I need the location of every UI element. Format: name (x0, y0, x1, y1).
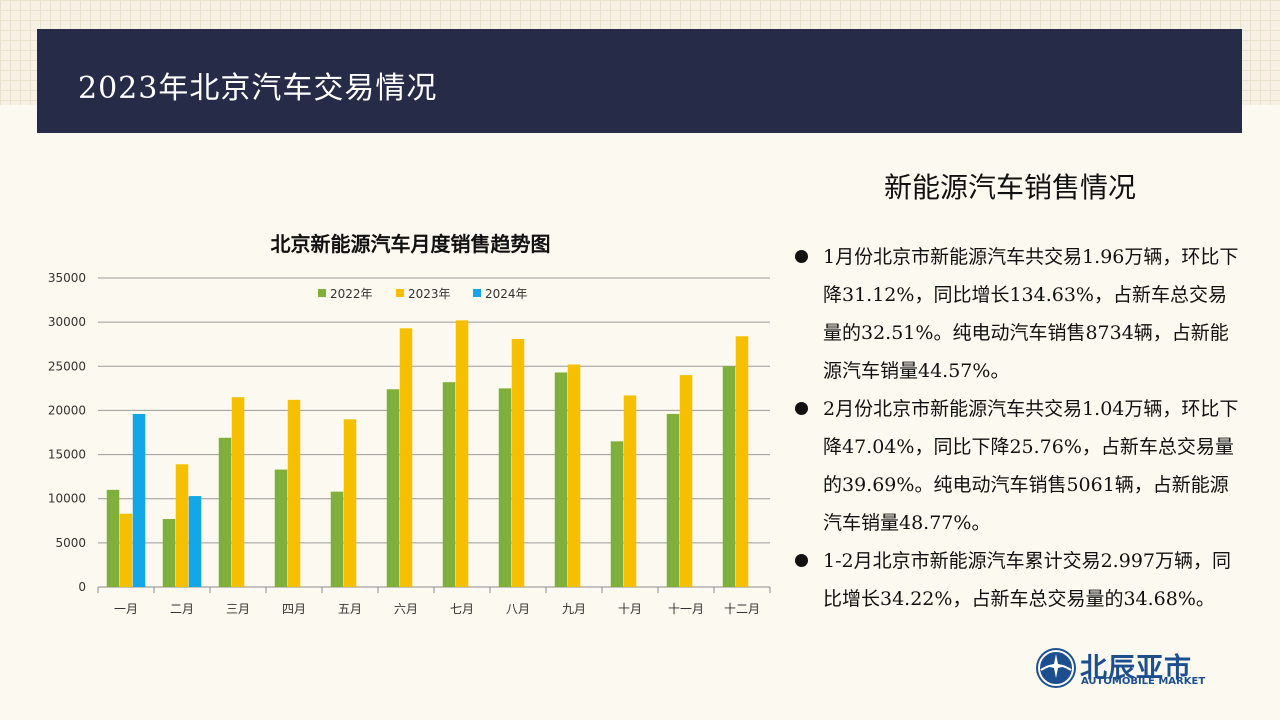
bar-chart: 0 5000 10000 15000 20000 25000 30000 35000 一月 二月 三… (48, 271, 771, 616)
bullet-item: 1-2月北京市新能源汽车累计交易2.997万辆，同比增长34.22%，占新车总交… (793, 542, 1243, 618)
page-title: 2023年北京汽车交易情况 (78, 71, 438, 106)
bullet-dot-icon (795, 554, 808, 567)
y-tick-label: 15000 (48, 448, 86, 462)
bar (666, 413, 680, 587)
y-tick-label: 10000 (48, 492, 86, 506)
bar (567, 364, 581, 587)
bar (106, 489, 120, 587)
x-tick-label: 七月 (450, 602, 474, 616)
bar (274, 469, 288, 587)
bar (386, 389, 400, 587)
x-tick-label: 六月 (394, 602, 418, 616)
globe-logo-icon (1036, 648, 1076, 688)
bullet-list: 1月份北京市新能源汽车共交易1.96万辆，环比下降31.12%，同比增长134.… (793, 238, 1243, 618)
chart-title: 北京新能源汽车月度销售趋势图 (270, 232, 551, 256)
panel-title: 新能源汽车销售情况 (883, 171, 1136, 204)
legend-swatch (473, 289, 481, 297)
bar (679, 375, 693, 587)
bullet-dot-icon (795, 250, 808, 263)
logo-name: 北辰亚市 (1080, 653, 1192, 684)
bar (610, 441, 624, 587)
bar (554, 372, 568, 587)
x-tick-label: 一月 (114, 602, 138, 616)
bar (231, 397, 245, 587)
y-tick-label: 20000 (48, 403, 86, 417)
bar (442, 382, 456, 587)
bar (722, 366, 736, 587)
x-tick-label: 三月 (226, 602, 250, 616)
bar (735, 336, 749, 587)
bullet-text: 2月份北京市新能源汽车共交易1.04万辆，环比下降47.04%，同比下降25.7… (823, 398, 1239, 534)
bar (343, 419, 357, 587)
bar (498, 388, 512, 587)
x-tick-label: 十月 (618, 602, 642, 616)
bar (119, 513, 133, 587)
logo-subtitle: AUTOMOBILE MARKET (1081, 676, 1206, 687)
x-tick-label: 十二月 (724, 602, 760, 616)
x-tick-label: 四月 (282, 602, 306, 616)
bar (455, 320, 469, 587)
legend-label: 2023年 (408, 287, 451, 301)
bar (330, 491, 344, 587)
header-bar: 2023年北京汽车交易情况 (37, 29, 1242, 133)
bullet-text: 1-2月北京市新能源汽车累计交易2.997万辆，同比增长34.22%，占新车总交… (823, 550, 1231, 610)
bar (218, 437, 232, 587)
x-tick-label: 八月 (506, 602, 530, 616)
bar (511, 338, 525, 587)
bar (623, 395, 637, 587)
bar (399, 328, 413, 587)
bullet-item: 1月份北京市新能源汽车共交易1.96万辆，环比下降31.12%，同比增长134.… (793, 238, 1243, 390)
bar (132, 413, 146, 587)
legend-label: 2024年 (485, 287, 528, 301)
y-tick-label: 25000 (48, 359, 86, 373)
bar (287, 399, 301, 587)
y-tick-label: 5000 (55, 536, 86, 550)
bar (162, 519, 176, 587)
x-tick-label: 二月 (170, 602, 194, 616)
y-tick-label: 30000 (48, 315, 86, 329)
bullet-item: 2月份北京市新能源汽车共交易1.04万辆，环比下降47.04%，同比下降25.7… (793, 390, 1243, 542)
company-logo: 北辰亚市 AUTOMOBILE MARKET (1036, 648, 1216, 692)
legend-swatch (396, 289, 404, 297)
x-tick-label: 五月 (338, 602, 362, 616)
x-tick-label: 九月 (562, 602, 586, 616)
legend-swatch (318, 289, 326, 297)
bullet-text: 1月份北京市新能源汽车共交易1.96万辆，环比下降31.12%，同比增长134.… (823, 246, 1239, 382)
y-tick-label: 35000 (48, 271, 86, 285)
bar (188, 496, 202, 587)
legend-label: 2022年 (330, 287, 373, 301)
x-tick-label: 十一月 (668, 602, 704, 616)
bar (175, 464, 189, 587)
y-tick-label: 0 (78, 580, 86, 594)
bullet-dot-icon (795, 402, 808, 415)
